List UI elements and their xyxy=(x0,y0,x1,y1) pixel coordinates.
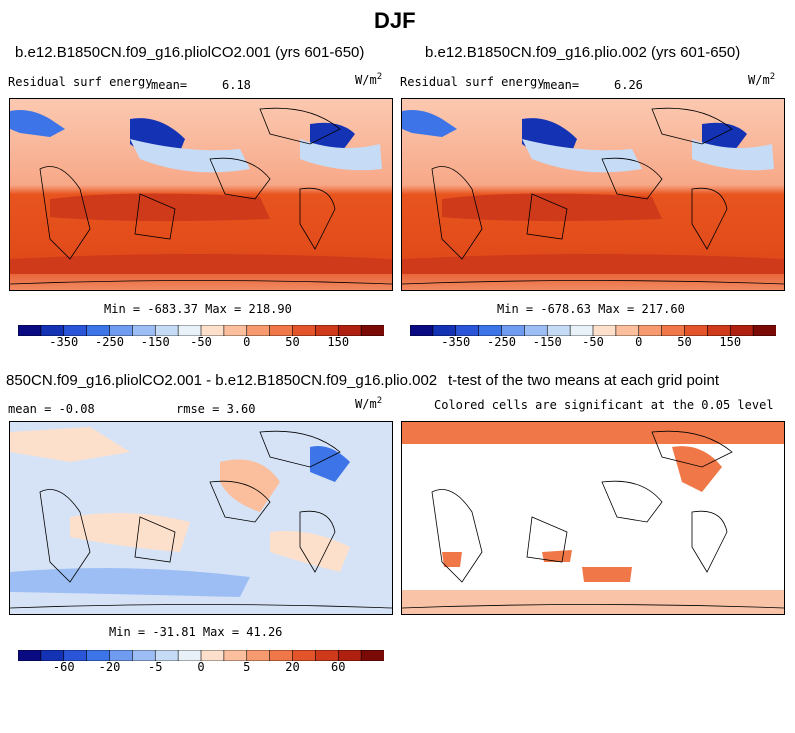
panel1-case-title: b.e12.B1850CN.f09_g16.pliolCO2.001 (yrs … xyxy=(15,44,365,61)
panel4-map xyxy=(401,421,785,615)
panel2-variable-label: Residual surf energy xyxy=(400,75,545,89)
panel1-units-exp: 2 xyxy=(376,72,383,82)
panel4-coastlines xyxy=(402,430,784,609)
panel1-colorbar-tick-label: -50 xyxy=(190,335,212,349)
panel2-colorbar-tick-label: 150 xyxy=(719,335,742,349)
panel4-signif-patch-4 xyxy=(582,567,632,582)
panel3-rmse: rmse = 3.60 xyxy=(176,402,256,416)
panel3-colorbar-tick-label: 5 xyxy=(243,660,251,674)
panel1-variable-label: Residual surf energy xyxy=(8,75,153,89)
panel3-colorbar-tick-label: 20 xyxy=(285,660,300,674)
panel3-coastlines xyxy=(10,430,392,609)
panel2-units-base: W/m xyxy=(748,73,770,87)
panel1-units-base: W/m xyxy=(355,73,377,87)
panel2-units-exp: 2 xyxy=(769,72,776,82)
panel2-colorbar-labels: -350 -250 -150 -50 0 50 150 xyxy=(410,335,776,351)
panel2-units: W/m2 xyxy=(748,72,775,87)
panel1-colorbar-labels: -350 -250 -150 -50 0 50 150 xyxy=(18,335,384,351)
panel3-warm-patch-2 xyxy=(220,459,280,512)
panel3-cold-patch-1 xyxy=(310,446,350,482)
panel1-min-max: Min = -683.37 Max = 218.90 xyxy=(104,302,292,316)
panel1-mean-label: mean= xyxy=(151,78,188,92)
panel4-map-svg xyxy=(402,422,784,614)
panel2-colorbar-tick-label: 50 xyxy=(677,335,692,349)
panel3-colorbar-tick-label: 0 xyxy=(197,660,205,674)
panel2-map xyxy=(401,98,785,291)
panel2-mean-label: mean= xyxy=(543,78,580,92)
panel1-colorbar-tick-label: 150 xyxy=(327,335,350,349)
panel1-map xyxy=(9,98,393,291)
panel2-southern-band xyxy=(402,254,784,274)
panel1-colorbar-tick-label: -350 xyxy=(49,335,79,349)
panel1-tropical-band xyxy=(50,193,270,222)
panel1-colorbar-svg xyxy=(17,324,385,337)
panel2-case-title: b.e12.B1850CN.f09_g16.plio.002 (yrs 601-… xyxy=(425,44,741,61)
panel2-colorbar xyxy=(409,323,777,337)
panel3-units-base: W/m xyxy=(355,397,377,411)
panel3-colorbar-labels: -60 -20 -5 0 5 20 60 xyxy=(18,660,384,676)
panel4-signif-patch-3 xyxy=(442,552,462,567)
panel1-colorbar-tick-label: -250 xyxy=(95,335,124,349)
panel2-natl-band xyxy=(692,139,774,171)
panel3-colorbar xyxy=(17,648,385,662)
panel1-colorbar xyxy=(17,323,385,337)
panel3-mean: mean = -0.08 xyxy=(8,402,95,416)
panel1-npac-band xyxy=(130,139,250,173)
panel1-southern-band xyxy=(10,254,392,274)
panel2-min-max: Min = -678.63 Max = 217.60 xyxy=(497,302,685,316)
panel1-mean-value: 6.18 xyxy=(222,78,251,92)
panel1-colorbar-tick-label: -150 xyxy=(140,335,170,349)
panel1-colorbar-tick-label: 50 xyxy=(285,335,300,349)
panel2-coastlines xyxy=(402,107,784,285)
panel2-colorbar-tick-label: -350 xyxy=(441,335,471,349)
panel2-colorbar-tick-label: 0 xyxy=(635,335,643,349)
panel3-warm-patch-1 xyxy=(10,427,130,462)
panel3-colorbar-tick-label: -5 xyxy=(148,660,163,674)
panel2-colorbar-tick-label: -250 xyxy=(487,335,516,349)
panel1-natl-band xyxy=(300,139,382,171)
panel3-map xyxy=(9,421,393,615)
panel2-mean-value: 6.26 xyxy=(614,78,643,92)
panel2-colorbar-svg xyxy=(409,324,777,337)
panel3-map-svg xyxy=(10,422,392,614)
panel2-colorbar-tick-label: -150 xyxy=(532,335,562,349)
panel4-signif-antarctic xyxy=(402,590,784,614)
panel3-colorbar-tick-label: 60 xyxy=(331,660,346,674)
panel4-title: t-test of the two means at each grid poi… xyxy=(448,372,719,389)
panel3-units: W/m2 xyxy=(355,396,382,411)
panel2-tropical-band xyxy=(442,193,662,222)
panel4-signif-patch-2 xyxy=(542,550,572,562)
panel3-units-exp: 2 xyxy=(376,396,383,406)
panel4-signif-arctic xyxy=(402,422,784,444)
panel3-colorbar-tick-label: -20 xyxy=(98,660,121,674)
panel1-coastlines xyxy=(10,107,392,285)
panel1-cold-region-west xyxy=(10,110,65,137)
panel2-colorbar-tick-label: -50 xyxy=(582,335,604,349)
panel3-case-title: 850CN.f09_g16.pliolCO2.001 - b.e12.B1850… xyxy=(6,372,438,389)
panel1-colorbar-tick-label: 0 xyxy=(243,335,251,349)
panel4-signif-patch-1 xyxy=(672,446,722,492)
panel1-map-svg xyxy=(10,99,392,290)
panel3-colorbar-svg xyxy=(17,649,385,662)
page-title: DJF xyxy=(374,8,416,33)
panel1-units: W/m2 xyxy=(355,72,382,87)
panel3-cold-patch-2 xyxy=(10,568,250,597)
panel4-subtitle: Colored cells are significant at the 0.0… xyxy=(434,398,774,412)
panel3-colorbar-tick-label: -60 xyxy=(52,660,75,674)
panel2-npac-band xyxy=(522,139,642,173)
panel3-warm-patch-3 xyxy=(70,513,190,552)
panel2-map-svg xyxy=(402,99,784,290)
panel3-min-max: Min = -31.81 Max = 41.26 xyxy=(109,625,283,639)
panel2-cold-region-west xyxy=(402,110,457,137)
